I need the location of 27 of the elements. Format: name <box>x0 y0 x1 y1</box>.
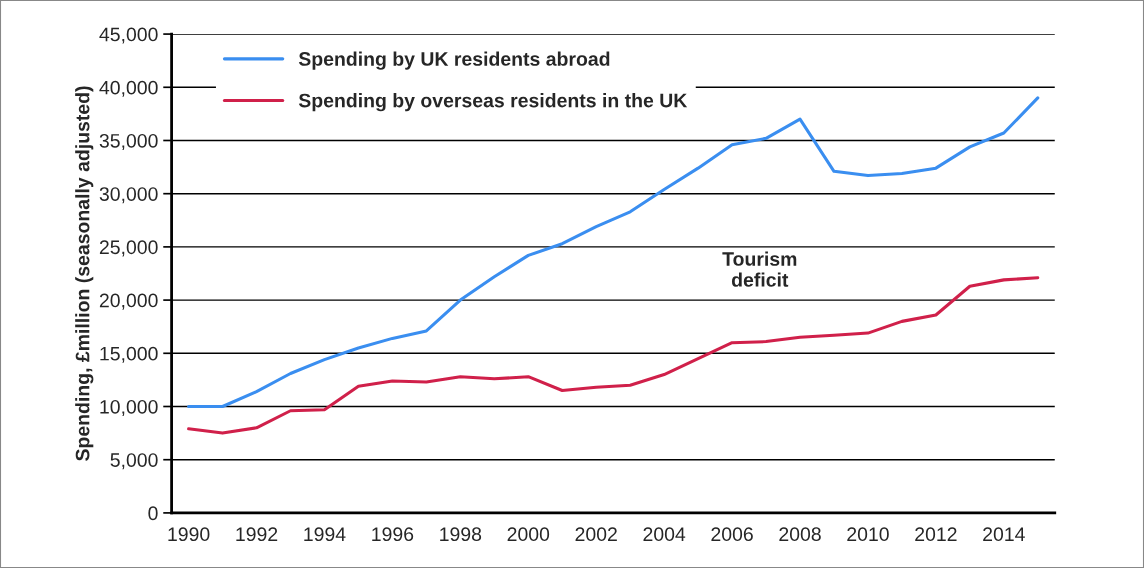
y-tick-label: 15,000 <box>100 346 158 363</box>
x-tick-label: 2006 <box>711 527 753 542</box>
x-tick-label: 2008 <box>779 527 821 542</box>
y-tick-label: 20,000 <box>99 293 158 310</box>
x-tick-label: 1994 <box>304 527 346 542</box>
y-tick-label: 25,000 <box>99 240 158 257</box>
x-tick-label: 2012 <box>915 527 957 542</box>
y-tick-label: 30,000 <box>99 187 158 204</box>
y-tick-label: 5,000 <box>110 453 158 470</box>
x-tick-label: 1990 <box>168 527 210 542</box>
x-tick-label: 2004 <box>643 527 686 542</box>
x-tick-label: 1992 <box>236 527 278 542</box>
y-tick-label: 45,000 <box>99 27 158 44</box>
x-tick-label: 2000 <box>507 527 550 542</box>
y-tick-label: 35,000 <box>99 133 158 151</box>
x-tick-label: 2002 <box>575 527 617 542</box>
annotation: Tourism deficit <box>722 251 797 287</box>
x-tick-label: 1998 <box>440 527 482 542</box>
legend-label: Spending by UK residents abroad <box>298 51 610 70</box>
x-tick-label: 1996 <box>372 527 414 542</box>
y-tick-label: 0 <box>148 506 158 521</box>
y-tick-label: 10,000 <box>100 399 158 417</box>
y-tick-label: 40,000 <box>99 80 158 97</box>
y-axis-title: Spending, £million (seasonally adjusted) <box>75 86 94 461</box>
x-tick-label: 2010 <box>847 527 889 542</box>
x-tick-label: 2014 <box>983 527 1025 542</box>
legend-label: Spending by overseas residents in the UK <box>298 93 688 112</box>
